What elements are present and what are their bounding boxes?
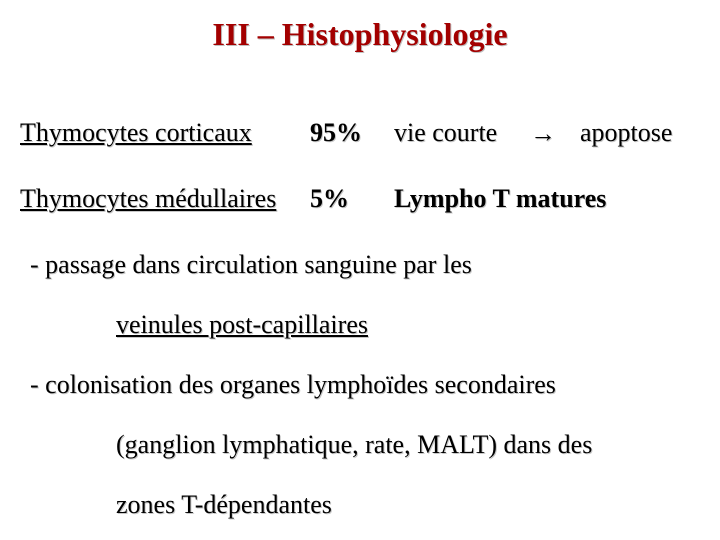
row-corticaux-viecourte: vie courte [394, 118, 497, 148]
row-corticaux-label: Thymocytes corticaux [20, 118, 252, 148]
row-corticaux-apoptose: apoptose [580, 118, 672, 148]
veinules-text: veinules post-capillaires [116, 310, 368, 339]
row-medullaires-result: Lympho T matures [394, 184, 606, 214]
bullet-colonisation: - colonisation des organes lymphoïdes se… [30, 370, 556, 400]
bullet-passage: - passage dans circulation sanguine par … [30, 250, 472, 280]
medullaires-text: Thymocytes médullaires [20, 184, 276, 213]
title-text: III – Histophysiologie [212, 16, 507, 52]
row-corticaux-pct: 95% [310, 118, 362, 148]
bullet-colonisation-cont2: zones T-dépendantes [116, 490, 332, 520]
arrow-icon: → [530, 118, 556, 149]
bullet-passage-cont: veinules post-capillaires [116, 310, 368, 340]
slide-title: III – Histophysiologie [0, 0, 720, 53]
row-medullaires-label: Thymocytes médullaires [20, 184, 276, 214]
row-medullaires-pct: 5% [310, 184, 349, 214]
corticaux-text: Thymocytes corticaux [20, 118, 252, 147]
bullet-colonisation-cont1: (ganglion lymphatique, rate, MALT) dans … [116, 430, 592, 460]
